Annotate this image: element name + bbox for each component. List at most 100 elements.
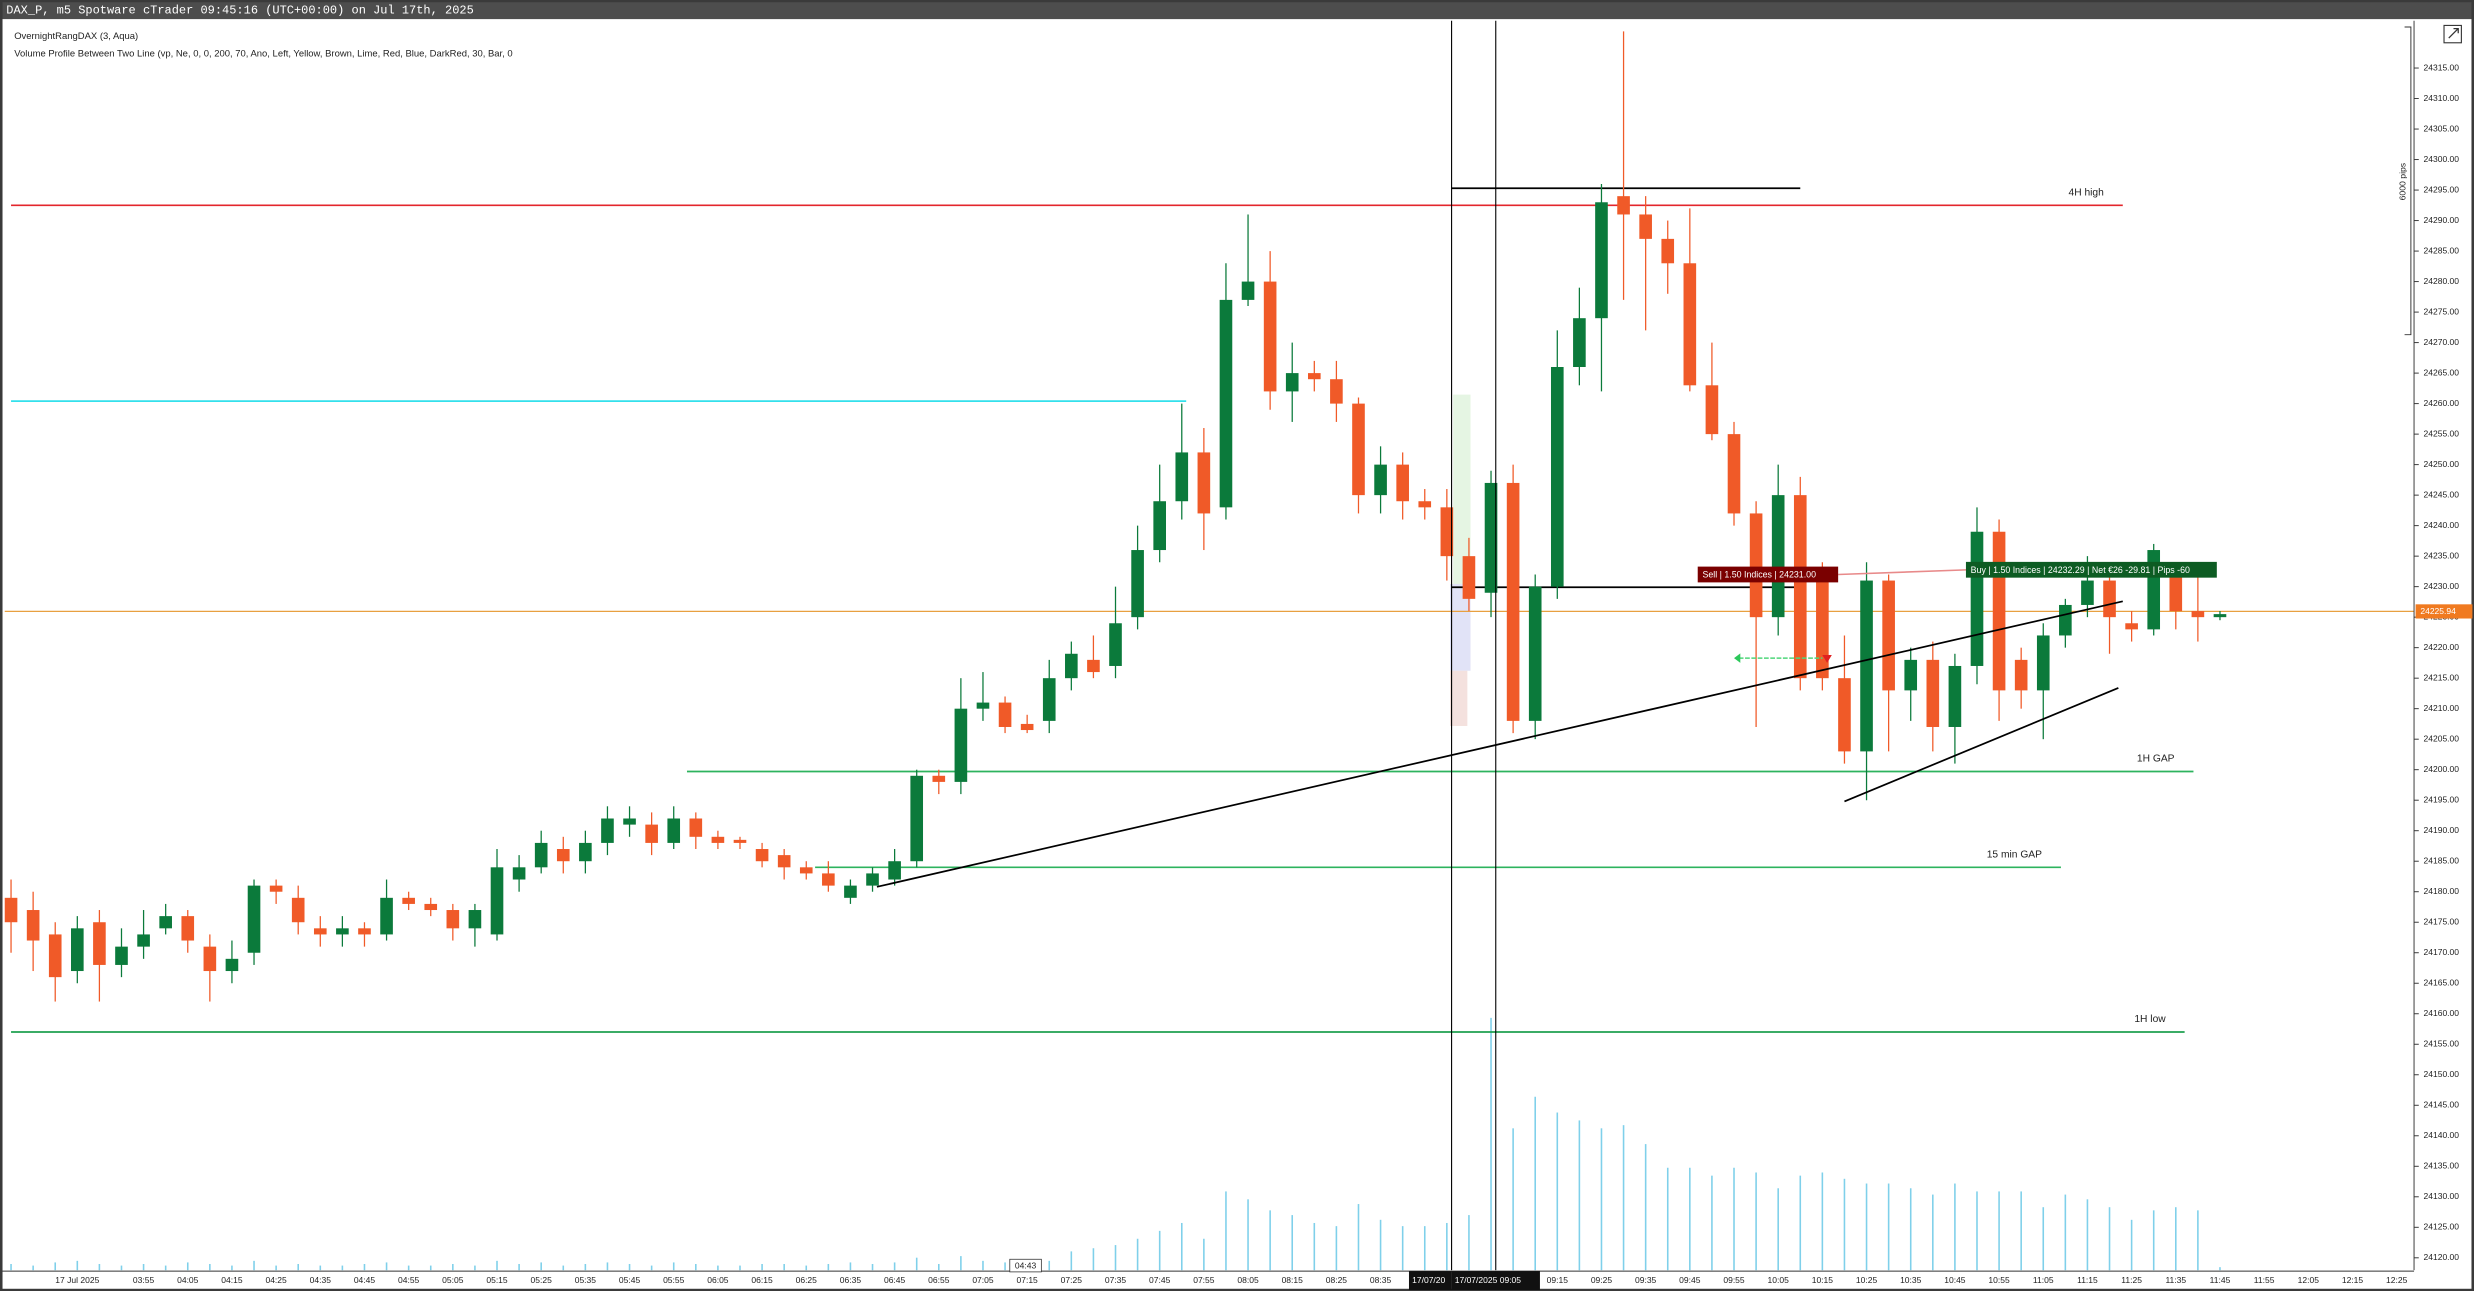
candle-body [1241, 281, 1255, 300]
x-tick-label: 07:15 [1016, 1275, 1038, 1285]
volume-bar [253, 1260, 255, 1271]
x-tick-label: 08:15 [1282, 1275, 1304, 1285]
candle-body [1771, 495, 1785, 618]
volume-bar [1357, 1204, 1360, 1271]
volume-bar [32, 1265, 34, 1271]
candle-body [932, 775, 946, 782]
volume-bar [1247, 1199, 1249, 1271]
x-tick-label: 04:55 [398, 1275, 420, 1285]
x-tick-label: 09:35 [1635, 1275, 1657, 1285]
candle-body [26, 910, 40, 941]
y-tick-label: 24200.00 [2424, 764, 2460, 774]
candle-body [358, 928, 371, 935]
volume-bar [164, 1265, 167, 1271]
candle-body [1727, 434, 1741, 514]
x-tick-label: 06:15 [751, 1275, 773, 1285]
candle-body [579, 842, 592, 862]
maximize-icon [2448, 27, 2459, 39]
candle-body [380, 897, 393, 935]
volume-bar [1843, 1178, 1846, 1271]
volume-bar [297, 1264, 299, 1271]
y-tick-label: 24180.00 [2424, 886, 2460, 896]
y-tick-label: 24250.00 [2424, 459, 2460, 469]
volume-bar [628, 1264, 631, 1271]
sell-order-label: Sell | 1.50 Indices | 24231.00 [1702, 570, 1816, 580]
y-tick-label: 24160.00 [2424, 1008, 2460, 1018]
candle-body [1308, 373, 1321, 380]
x-tick-label: 04:15 [221, 1275, 243, 1285]
volume-bar [10, 1264, 12, 1271]
volume-bar [1644, 1144, 1647, 1271]
volume-bar [1401, 1226, 1404, 1271]
candle-body [1263, 281, 1277, 392]
candle-body [490, 867, 504, 935]
volume-bar [209, 1264, 211, 1271]
candle-body [159, 916, 172, 929]
volume-bar [1446, 1222, 1448, 1271]
candle-body [1087, 659, 1100, 673]
volume-bar [1821, 1172, 1824, 1271]
volume-bar [540, 1262, 542, 1271]
volume-bar [275, 1265, 277, 1271]
x-tick-label: 11:55 [2254, 1275, 2275, 1285]
level-label: 1H low [2134, 1014, 2166, 1025]
volume-bar [54, 1262, 57, 1271]
candle-body [1992, 531, 2006, 691]
entry-arrow [1734, 653, 1741, 663]
candle-body [866, 873, 879, 886]
y-tick-label: 24205.00 [2424, 733, 2460, 743]
trendline [876, 600, 2123, 888]
volume-bar [120, 1265, 123, 1271]
volume-bar [1932, 1194, 1934, 1271]
x-tick-label: 05:45 [619, 1275, 641, 1285]
crosshair-box [1451, 1271, 1540, 1291]
x-tick-label: 04:45 [354, 1275, 376, 1285]
y-tick-label: 24230.00 [2424, 581, 2460, 591]
level-label: 15 min GAP [1987, 849, 2042, 860]
y-tick-label: 24155.00 [2424, 1039, 2460, 1049]
candle-body [48, 934, 62, 978]
sell-order-box[interactable] [1697, 566, 1839, 583]
candle-body [2036, 635, 2050, 691]
buy-order-label: Buy | 1.50 Indices | 24232.29 | Net €26 … [1971, 565, 2190, 575]
candle-body [4, 897, 18, 923]
volume-bar [2086, 1199, 2089, 1271]
x-tick-label: 10:25 [1856, 1275, 1878, 1285]
candle-body [203, 946, 217, 972]
volume-bar [1909, 1188, 1912, 1271]
volume-bar [2108, 1207, 2111, 1271]
y-tick-label: 24175.00 [2424, 916, 2460, 926]
candle-body [291, 897, 305, 923]
volume-bar [805, 1265, 808, 1271]
candle-body [1197, 452, 1211, 514]
buy-order-box[interactable] [1965, 561, 2217, 578]
candle-body [910, 775, 924, 862]
volume-bar [1423, 1226, 1426, 1271]
y-tick-label: 24300.00 [2424, 154, 2460, 164]
y-tick-label: 24315.00 [2424, 62, 2460, 72]
volume-bar [650, 1265, 653, 1271]
current-price-label: 24225.94 [2420, 606, 2456, 616]
candle-body [667, 818, 681, 843]
volume-bar [717, 1265, 719, 1271]
candle-body [1683, 263, 1697, 386]
candle-body [534, 842, 548, 868]
range-bracket [2404, 26, 2412, 336]
candle-body [1109, 623, 1122, 666]
y-tick-label: 24185.00 [2424, 855, 2460, 865]
x-tick-label: 12:05 [2298, 1275, 2320, 1285]
candle-body [954, 708, 968, 782]
volume-bar [1070, 1251, 1073, 1271]
candle-body [1153, 501, 1166, 551]
volume-bar [1998, 1191, 2000, 1271]
y-tick-label: 24145.00 [2424, 1100, 2460, 1110]
candle-body [733, 839, 747, 843]
volume-bar [2042, 1207, 2045, 1271]
volume-bar [827, 1264, 830, 1271]
candle-body [1020, 723, 1034, 731]
candle-body [1219, 299, 1233, 508]
candle-body [137, 934, 150, 947]
main-layer: 4H high 1H GAP 15 min GAP 1H low [4, 31, 2415, 1033]
y-tick-label: 24235.00 [2424, 550, 2460, 560]
